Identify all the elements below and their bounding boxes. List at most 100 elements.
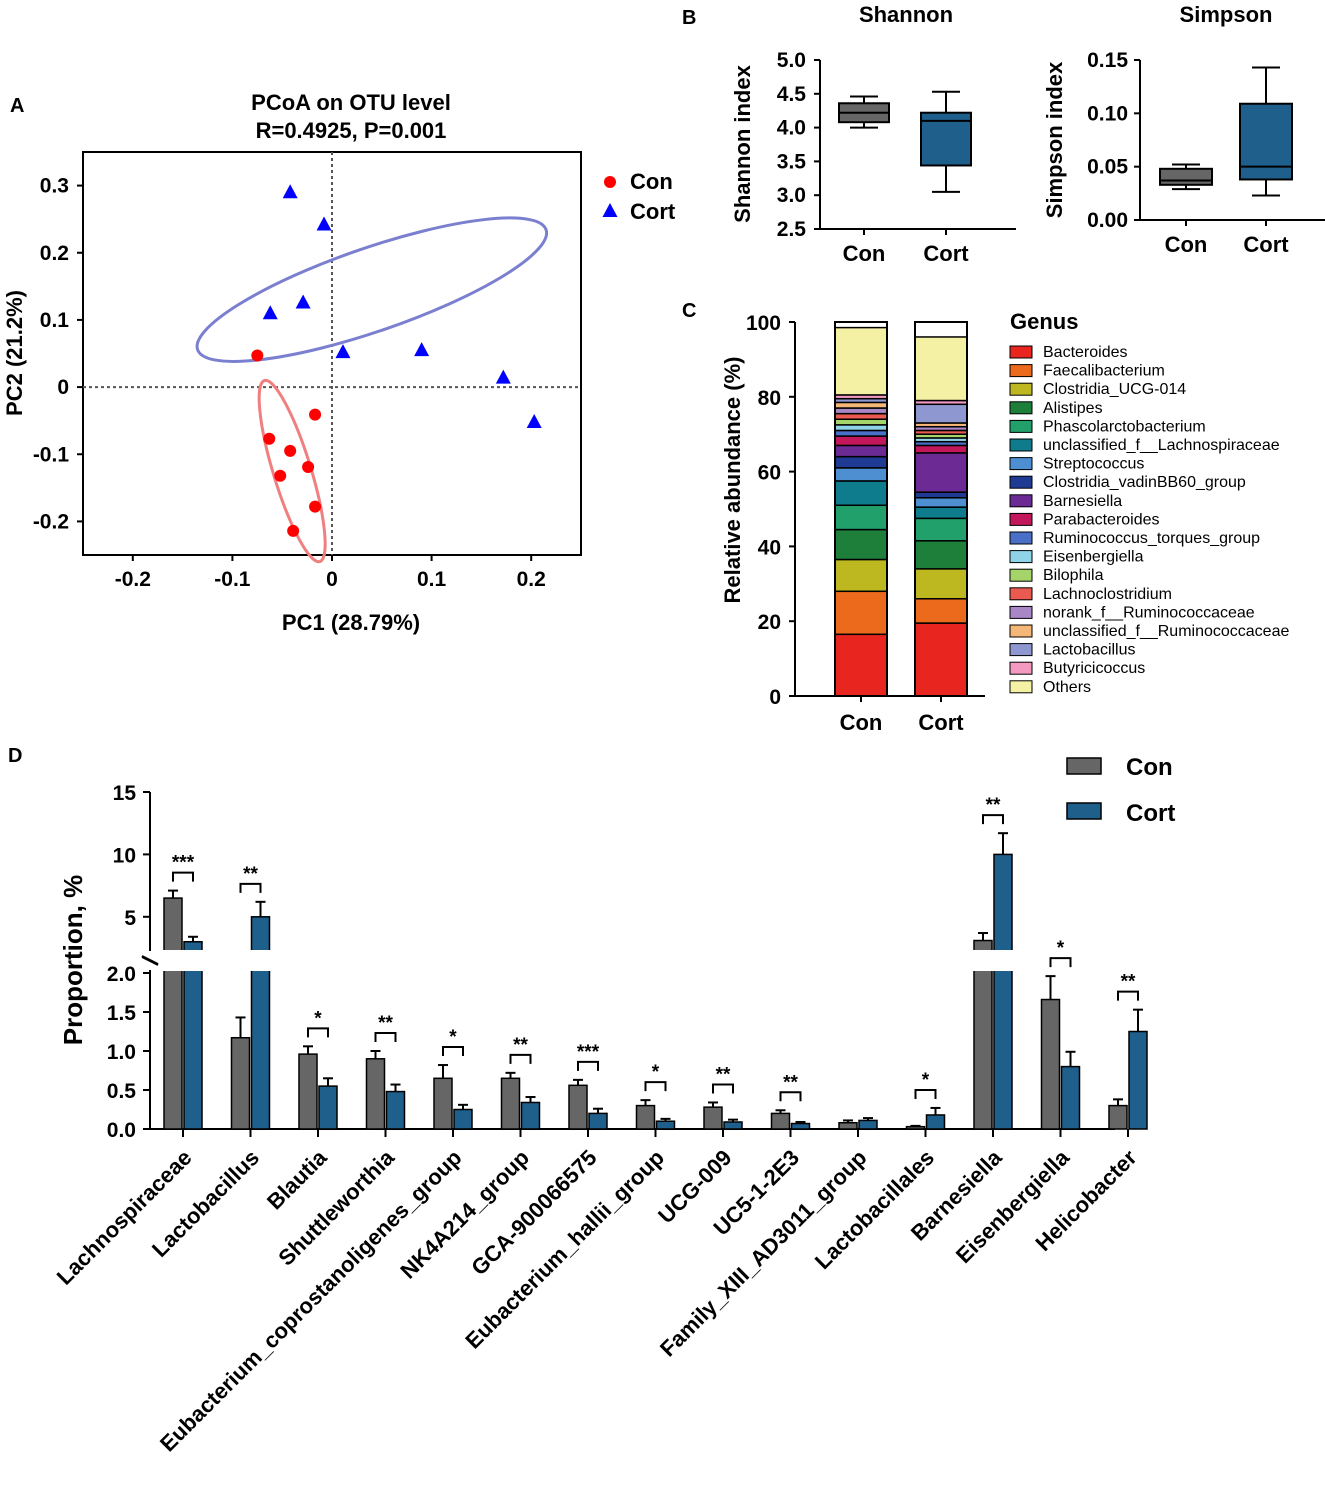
proportion-bar-con [770, 1112, 791, 1130]
genus-legend-label: norank_f__Ruminococcaceae [1043, 604, 1255, 621]
proportion-sig-label: ** [513, 1035, 528, 1056]
pcoa-xtick-label: 0.1 [417, 568, 447, 591]
genus-legend-swatch [1009, 605, 1033, 619]
proportion-bar-cort [858, 1119, 878, 1130]
genus-ytick-label: 0 [769, 686, 781, 709]
pcoa-point-con [263, 432, 276, 445]
genus-segment [834, 504, 888, 531]
proportion-bar-con [500, 1077, 521, 1130]
proportion-bar-con [703, 1106, 723, 1130]
pcoa-title: PCoA on OTU level [251, 90, 451, 115]
genus-segment [834, 326, 888, 396]
pcoa-legend-cort-label: Cort [630, 199, 676, 224]
genus-segment [914, 403, 968, 424]
simpson-ylabel: Simpson index [1042, 61, 1067, 218]
pcoa-ytick-label: -0.2 [33, 510, 69, 533]
genus-segment [834, 401, 888, 409]
pcoa-xtick-label: -0.1 [214, 568, 251, 591]
genus-legend-swatch [1009, 438, 1033, 452]
pcoa-ytick-label: 0 [57, 376, 69, 399]
simpson-ytick-label: 0.05 [1087, 156, 1128, 179]
proportion-bar-cort [588, 1112, 608, 1130]
genus-legend-label: Parabacteroides [1043, 511, 1160, 528]
genus-segment [834, 412, 888, 420]
pcoa-point-cort [414, 342, 430, 357]
genus-segment [834, 435, 888, 447]
proportion-sig-label: ** [783, 1072, 798, 1093]
proportion-sig-bracket [172, 871, 194, 882]
proportion-bar-cort [520, 1101, 541, 1130]
genus-legend-swatch [1009, 568, 1033, 582]
shannon-ytick-label: 4.0 [777, 117, 806, 140]
genus-segment [834, 418, 888, 426]
proportion-bar-cort [385, 1090, 406, 1130]
proportion-ytick-label: 0.5 [107, 1080, 137, 1103]
pcoa-point-cort [295, 294, 311, 309]
pcoa-point-con [309, 408, 322, 421]
genus-legend-swatch [1009, 419, 1033, 433]
genus-legend-swatch [1009, 475, 1033, 489]
shannon-ytick-label: 3.5 [777, 150, 807, 173]
proportion-ytick-label: 1.0 [107, 1041, 136, 1064]
pcoa-point-cort [262, 305, 278, 320]
pcoa-point-con [309, 500, 322, 513]
proportion-xtick-label: GCA-900066575 [466, 1145, 601, 1280]
proportion-sig-label: * [449, 1027, 457, 1048]
proportion-bar-con [1108, 1104, 1128, 1130]
pcoa-xtick-label: 0.2 [517, 568, 546, 591]
genus-segment [834, 558, 888, 593]
genus-segment [834, 633, 888, 697]
genus-segment [914, 497, 968, 508]
proportion-ytick-label: 15 [113, 782, 137, 805]
proportion-legend-con-label: Con [1126, 754, 1173, 781]
genus-ytick-label: 100 [746, 312, 781, 335]
shannon-ylabel: Shannon index [730, 64, 755, 222]
proportion-bar-break [183, 950, 203, 971]
proportion-sig-label: *** [577, 1042, 600, 1063]
genus-legend-label: Faecalibacterium [1043, 363, 1165, 380]
simpson-xtick-label: Con [1165, 232, 1208, 257]
genus-legend-label: Lactobacillus [1043, 642, 1136, 659]
shannon-ytick-label: 5.0 [777, 49, 806, 72]
genus-ylabel: Relative abundance (%) [720, 357, 745, 604]
simpson-ytick-label: 0.00 [1087, 209, 1128, 232]
proportion-sig-label: *** [172, 853, 195, 874]
shannon-xtick-label: Con [843, 241, 886, 266]
genus-legend-swatch [1009, 680, 1033, 694]
proportion-bar-cort [453, 1108, 473, 1130]
proportion-sig-label: ** [986, 795, 1001, 816]
pcoa-point-con [251, 349, 264, 362]
proportion-sig-bracket [779, 1091, 802, 1102]
pcoa-point-cort [335, 344, 351, 359]
proportion-sig-bracket [644, 1081, 667, 1092]
genus-segment [914, 622, 968, 697]
genus-legend-swatch [1009, 624, 1033, 638]
proportion-chart: Proportion, % 0.00.51.01.52.051015***Lac… [52, 754, 1176, 1456]
genus-legend-label: Alistipes [1043, 400, 1103, 417]
pcoa-point-cort [495, 369, 511, 384]
proportion-bar-break [163, 950, 183, 971]
genus-legend-label: Others [1043, 679, 1091, 696]
pcoa-point-cort [282, 184, 298, 199]
pcoa-xtick-label: -0.2 [115, 568, 151, 591]
proportion-bar-cort [250, 916, 271, 1130]
genus-segment [834, 480, 888, 507]
proportion-bar-con [568, 1084, 588, 1130]
genus-legend-swatch [1009, 512, 1033, 526]
proportion-bar-con [838, 1122, 858, 1130]
pcoa-subtitle: R=0.4925, P=0.001 [256, 118, 447, 143]
simpson-box-cort [1239, 102, 1293, 181]
pcoa-ytick-label: 0.3 [40, 175, 69, 198]
genus-legend-label: Butyricicoccus [1043, 660, 1145, 677]
genus-legend-swatch [1009, 531, 1033, 545]
proportion-sig-bracket [577, 1060, 599, 1071]
simpson-box-con [1159, 167, 1213, 186]
panel-label-d: D [8, 745, 22, 767]
proportion-bar-con [365, 1058, 386, 1130]
proportion-axis-break-mark [141, 956, 159, 966]
proportion-sig-label: * [1057, 938, 1065, 959]
genus-segment [834, 590, 888, 636]
genus-xtick-label: Cort [918, 710, 964, 735]
genus-segment [914, 452, 968, 493]
genus-segment [834, 407, 888, 415]
